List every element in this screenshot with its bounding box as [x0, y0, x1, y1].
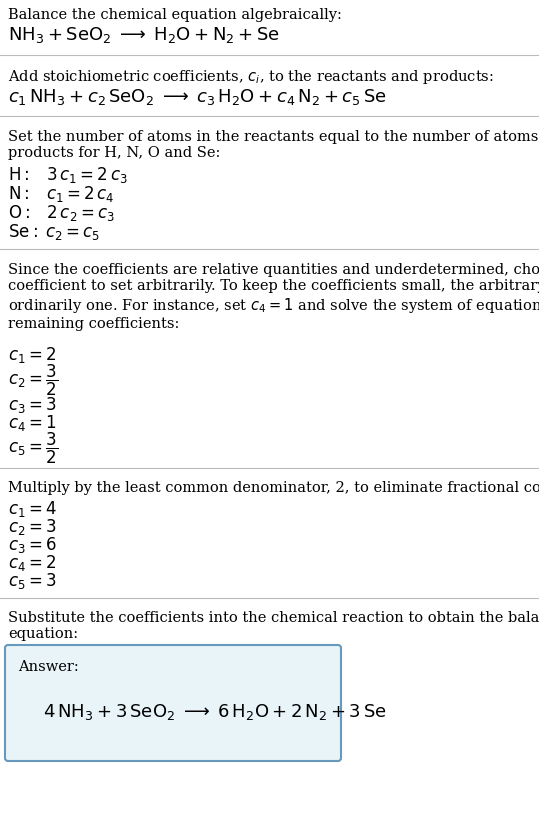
Text: $c_3 = 3$: $c_3 = 3$ [8, 395, 57, 415]
Text: $c_1 = 2$: $c_1 = 2$ [8, 345, 57, 365]
Text: $c_5 = 3$: $c_5 = 3$ [8, 571, 57, 591]
Text: $c_2 = 3$: $c_2 = 3$ [8, 517, 57, 537]
Text: $\mathrm{H{:}}\;\;\; 3\,c_1 = 2\,c_3$: $\mathrm{H{:}}\;\;\; 3\,c_1 = 2\,c_3$ [8, 165, 128, 185]
Text: $c_4 = 2$: $c_4 = 2$ [8, 553, 57, 573]
Text: $c_2 = \dfrac{3}{2}$: $c_2 = \dfrac{3}{2}$ [8, 363, 58, 398]
Text: Answer:: Answer: [18, 660, 79, 674]
Text: Multiply by the least common denominator, 2, to eliminate fractional coefficient: Multiply by the least common denominator… [8, 481, 539, 495]
Text: $\mathrm{NH_3 + SeO_2 \;\longrightarrow\; H_2O + N_2 + Se}$: $\mathrm{NH_3 + SeO_2 \;\longrightarrow\… [8, 25, 280, 45]
Text: $c_1\,\mathrm{NH_3} + c_2\,\mathrm{SeO_2} \;\longrightarrow\; c_3\,\mathrm{H_2O}: $c_1\,\mathrm{NH_3} + c_2\,\mathrm{SeO_2… [8, 87, 386, 107]
Text: $c_3 = 6$: $c_3 = 6$ [8, 535, 57, 555]
Text: Since the coefficients are relative quantities and underdetermined, choose a
coe: Since the coefficients are relative quan… [8, 263, 539, 331]
Text: Set the number of atoms in the reactants equal to the number of atoms in the
pro: Set the number of atoms in the reactants… [8, 130, 539, 160]
Text: $c_1 = 4$: $c_1 = 4$ [8, 499, 57, 519]
Text: $\mathrm{O{:}}\;\;\; 2\,c_2 = c_3$: $\mathrm{O{:}}\;\;\; 2\,c_2 = c_3$ [8, 203, 115, 223]
Text: $c_5 = \dfrac{3}{2}$: $c_5 = \dfrac{3}{2}$ [8, 431, 58, 466]
FancyBboxPatch shape [5, 645, 341, 761]
Text: $\mathrm{N{:}}\;\;\; c_1 = 2\,c_4$: $\mathrm{N{:}}\;\;\; c_1 = 2\,c_4$ [8, 184, 115, 204]
Text: Substitute the coefficients into the chemical reaction to obtain the balanced
eq: Substitute the coefficients into the che… [8, 611, 539, 641]
Text: Add stoichiometric coefficients, $c_i$, to the reactants and products:: Add stoichiometric coefficients, $c_i$, … [8, 68, 494, 86]
Text: Balance the chemical equation algebraically:: Balance the chemical equation algebraica… [8, 8, 342, 22]
Text: $\mathrm{Se{:}}\; c_2 = c_5$: $\mathrm{Se{:}}\; c_2 = c_5$ [8, 222, 100, 242]
Text: $c_4 = 1$: $c_4 = 1$ [8, 413, 57, 433]
Text: $4\,\mathrm{NH_3} + 3\,\mathrm{SeO_2} \;\longrightarrow\; 6\,\mathrm{H_2O} + 2\,: $4\,\mathrm{NH_3} + 3\,\mathrm{SeO_2} \;… [43, 702, 387, 722]
